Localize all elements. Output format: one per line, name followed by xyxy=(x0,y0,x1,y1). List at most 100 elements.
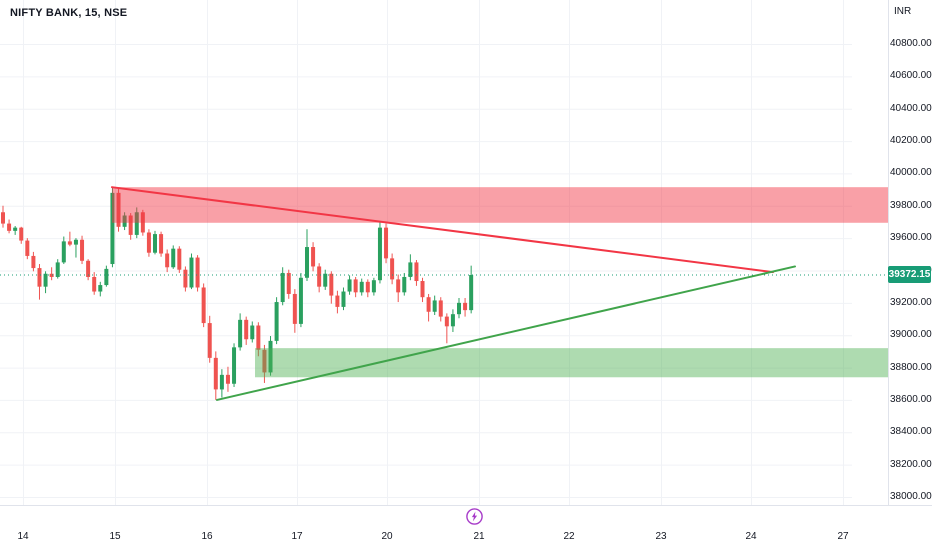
candle-body xyxy=(317,266,322,287)
price-tick-label: 40000.00 xyxy=(890,167,932,179)
candle-body xyxy=(414,262,419,282)
price-tick-label: 40200.00 xyxy=(890,135,932,147)
candle-body xyxy=(408,262,413,277)
candle-body xyxy=(195,257,200,288)
ascending-trendline[interactable] xyxy=(216,265,796,401)
time-tick-label: 24 xyxy=(745,531,757,542)
time-tick-label: 23 xyxy=(655,531,667,542)
candle-body xyxy=(7,223,12,231)
candle-body xyxy=(280,272,285,303)
price-tick-label: 38800.00 xyxy=(890,361,932,373)
candle-body xyxy=(213,357,218,390)
candle-body xyxy=(201,287,206,324)
candle-body xyxy=(55,262,60,277)
candle-body xyxy=(365,281,370,293)
candle-body xyxy=(43,273,48,287)
candle-body xyxy=(165,253,170,268)
candle-body xyxy=(359,281,364,293)
candle-body xyxy=(305,247,309,278)
candle-body xyxy=(67,241,72,245)
candle-body xyxy=(311,247,316,267)
candle-body xyxy=(104,268,109,286)
candle-body xyxy=(110,192,115,265)
candle-body xyxy=(146,232,151,253)
candle-body xyxy=(384,227,389,259)
time-tick-label: 14 xyxy=(17,531,29,542)
candle-body xyxy=(256,325,261,350)
lightning-icon[interactable] xyxy=(464,506,485,527)
candle-body xyxy=(225,374,230,384)
candle-body xyxy=(262,349,267,373)
candle-body xyxy=(377,227,382,281)
resistance-zone[interactable] xyxy=(112,187,888,223)
support-zone[interactable] xyxy=(255,348,888,378)
price-tick-label: 39600.00 xyxy=(890,232,932,244)
candle-body xyxy=(73,239,78,245)
price-tick-label: 38600.00 xyxy=(890,393,932,405)
candle-body xyxy=(250,325,255,340)
candle-body xyxy=(128,215,133,235)
candle-body xyxy=(153,234,157,253)
candle-body xyxy=(37,268,42,287)
candle-body xyxy=(438,300,443,317)
candle-body xyxy=(426,297,431,312)
candle-body xyxy=(402,276,407,293)
candle-body xyxy=(80,239,85,261)
candle-body xyxy=(396,279,401,293)
symbol-title[interactable]: NIFTY BANK, 15, NSE xyxy=(10,7,128,19)
candle-body xyxy=(463,302,468,311)
candle-body xyxy=(341,291,346,307)
candle-body xyxy=(159,234,164,254)
candle-body xyxy=(177,248,182,270)
candle-body xyxy=(268,340,273,373)
candle-body xyxy=(347,279,352,292)
candle-body xyxy=(31,255,36,269)
candle-body xyxy=(49,273,54,277)
descending-trendline[interactable] xyxy=(111,186,774,274)
candle-body xyxy=(232,347,237,384)
candle-body xyxy=(450,314,455,327)
candle-body xyxy=(86,260,91,277)
candle-body xyxy=(13,227,18,231)
time-tick-label: 27 xyxy=(837,531,849,542)
candle-body xyxy=(19,227,24,241)
candle-body xyxy=(274,302,279,341)
candle-body xyxy=(61,241,66,263)
candle-body xyxy=(92,276,97,292)
candle-body xyxy=(98,285,103,292)
price-tick-label: 39800.00 xyxy=(890,199,932,211)
price-tick-label: 38200.00 xyxy=(890,458,932,470)
candle-body xyxy=(469,275,474,311)
candle-body xyxy=(286,272,291,294)
candle-body xyxy=(238,319,243,348)
price-tick-label: 40400.00 xyxy=(890,102,932,114)
candle-body xyxy=(134,212,139,235)
candle-body xyxy=(244,319,249,340)
candle-body xyxy=(335,295,340,307)
candle-body xyxy=(171,248,176,268)
candle-body xyxy=(444,316,449,327)
price-tick-label: 39200.00 xyxy=(890,296,932,308)
candle-body xyxy=(292,293,297,324)
price-tick-label: 38000.00 xyxy=(890,491,932,502)
price-tick-label: 38400.00 xyxy=(890,426,932,438)
candle-body xyxy=(219,374,224,390)
candle-body xyxy=(323,273,328,287)
candle-body xyxy=(207,323,212,358)
candle-body xyxy=(183,269,188,288)
candle-body xyxy=(1,212,5,224)
time-tick-label: 20 xyxy=(381,531,393,542)
candle-body xyxy=(116,192,121,227)
candle-body xyxy=(420,281,425,298)
last-price-badge: 39372.15 xyxy=(888,266,931,283)
candle-body xyxy=(140,212,145,233)
candle-body xyxy=(122,215,127,227)
candle-body xyxy=(189,257,194,288)
currency-label: INR xyxy=(894,6,912,17)
candle-body xyxy=(371,280,376,293)
candle-body xyxy=(432,300,437,312)
candle-body xyxy=(457,302,461,315)
price-tick-label: 40800.00 xyxy=(890,38,932,49)
